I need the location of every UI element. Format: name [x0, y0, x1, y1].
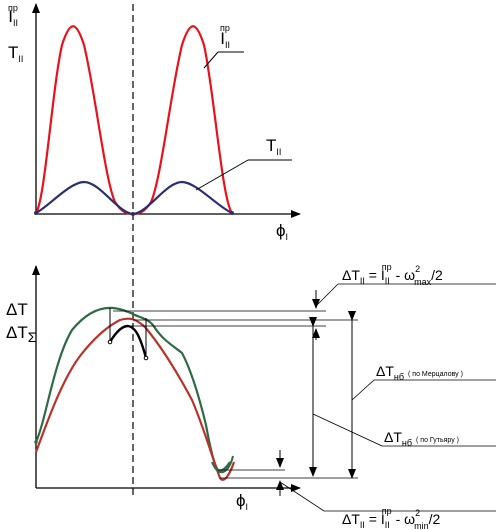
annotation-gut: ΔTнб( по Гутьяру ): [384, 429, 459, 448]
leader-merc: [351, 379, 375, 401]
brown-curve: [34, 317, 236, 481]
red-label-leader: [203, 51, 219, 69]
bottom-x-label: ϕI: [236, 491, 248, 512]
annotation-top: ΔTII = IIIпр - ω2 max/2: [342, 262, 443, 287]
bottom-plot: ΔT ΔTΣ ϕI ΔTII = IIIпр - ω2 max/2 ΔTнб( п…: [6, 262, 496, 530]
red-curve-label: IIIпр: [220, 23, 230, 50]
arc-left-dot: [107, 339, 113, 345]
bottom-y-label-2: ΔTΣ: [6, 323, 37, 345]
mid-dot: [131, 212, 135, 216]
green-start-dot: [34, 440, 38, 444]
leader-bottom: [279, 481, 325, 512]
end-dot: [230, 211, 234, 215]
top-plot: IIIпр TII ϕI IIIпр TII: [8, 3, 301, 495]
leader-gut: [312, 413, 383, 447]
navy-curve-t2: [35, 180, 233, 216]
annotation-bottom: ΔTII = IIIпр - ω2 min/2: [342, 506, 440, 530]
start-dot: [34, 211, 38, 215]
green-end-hook: [211, 455, 234, 474]
black-arc: [108, 324, 148, 359]
navy-label-leader: [195, 159, 249, 191]
annotation-merc: ΔTнб( по Мерцалову ): [376, 363, 463, 382]
top-y-label-2: TII: [8, 43, 23, 64]
top-x-label: ϕI: [276, 221, 288, 242]
leader-top: [315, 283, 339, 307]
bottom-y-label-1: ΔT: [6, 300, 28, 319]
top-y-label-1: IIIпр: [8, 3, 18, 28]
arc-right-dot: [143, 355, 149, 361]
navy-curve-label: TII: [266, 136, 281, 157]
